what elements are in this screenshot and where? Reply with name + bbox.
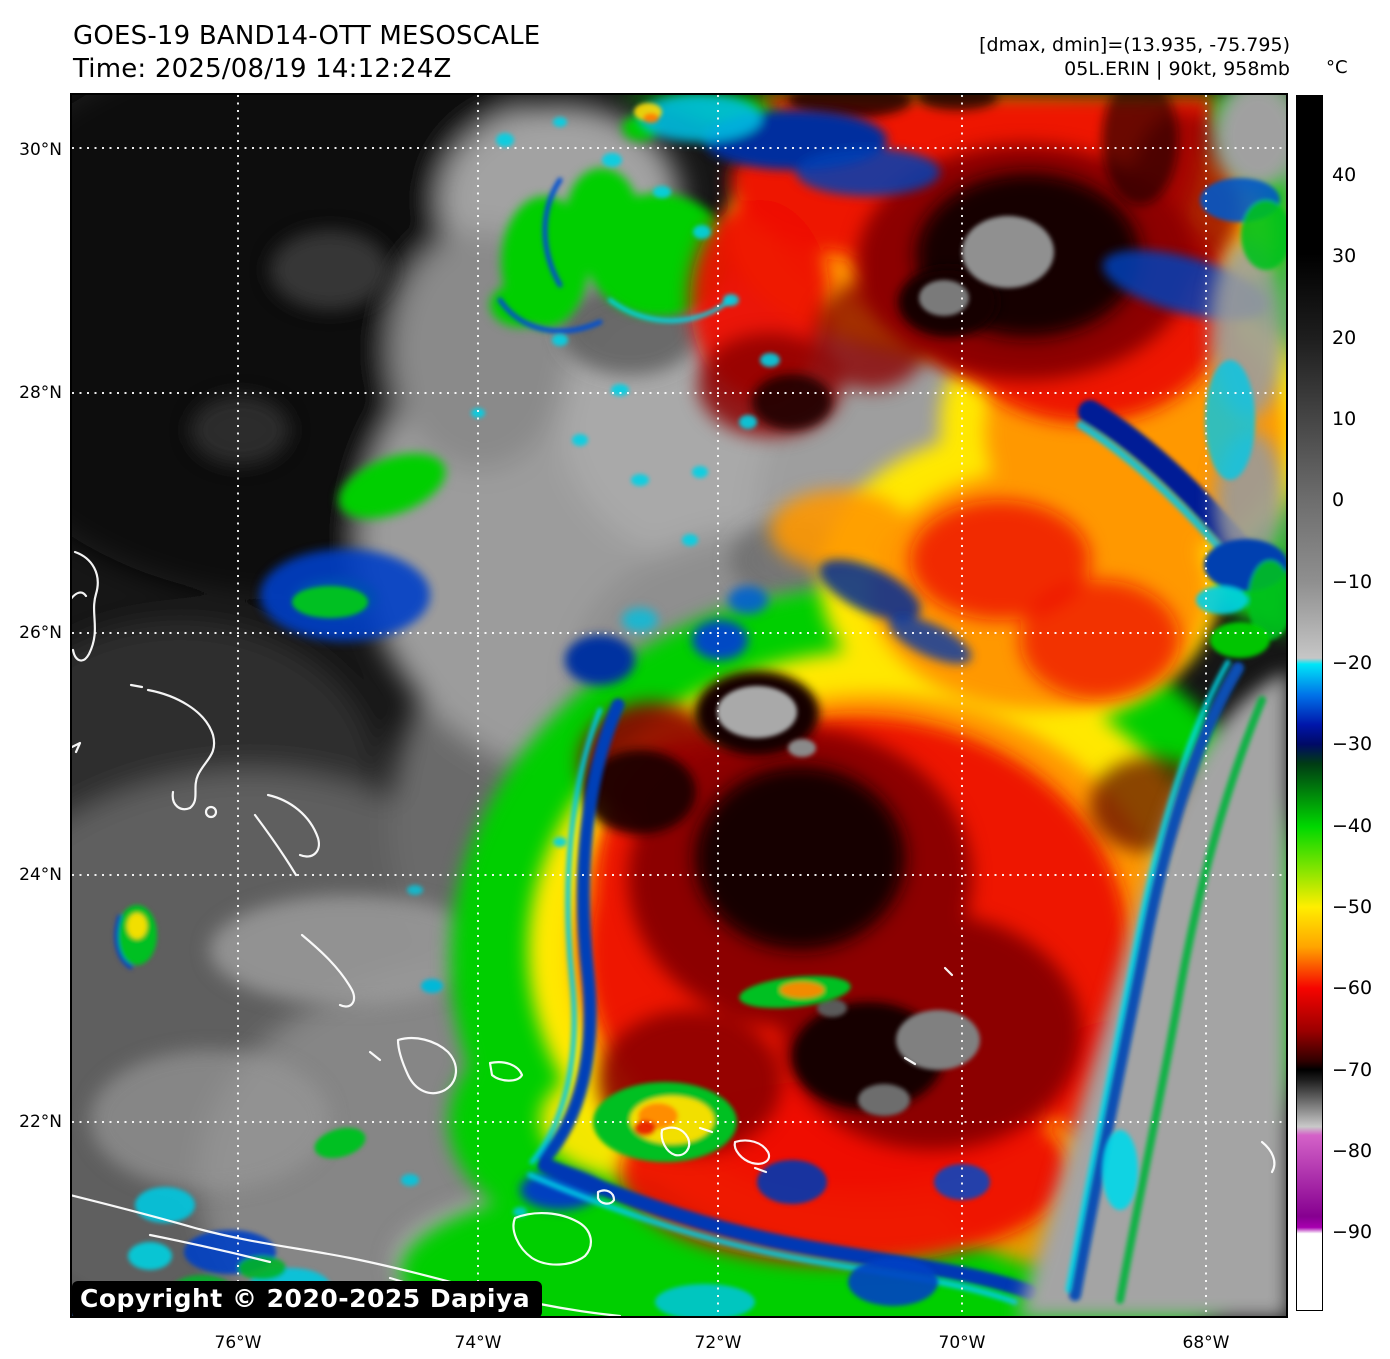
- lon-tick: 76°W: [214, 1333, 262, 1353]
- colorbar-tick: −80: [1332, 1140, 1373, 1162]
- storm-status: 05L.ERIN | 90kt, 958mb: [1064, 58, 1290, 80]
- colorbar-tick: −70: [1332, 1059, 1373, 1081]
- colorbar-tick: 10: [1332, 408, 1357, 430]
- colorbar-tick: −10: [1332, 571, 1373, 593]
- lat-tick: 24°N: [19, 865, 62, 885]
- lon-tick: 70°W: [938, 1333, 986, 1353]
- colorbar-tick: 20: [1332, 327, 1357, 349]
- lon-tick: 74°W: [454, 1333, 502, 1353]
- temperature-colorbar: [1296, 95, 1323, 1311]
- copyright-badge: Copyright © 2020-2025 Dapiya: [72, 1281, 543, 1318]
- colorbar-tick: −30: [1332, 733, 1373, 755]
- product-title-block: GOES-19 BAND14-OTT MESOSCALE Time: 2025/…: [73, 20, 540, 86]
- colorbar-unit-label: °C: [1326, 57, 1348, 78]
- satellite-map: [70, 93, 1288, 1318]
- satellite-image: [72, 95, 1286, 1316]
- colorbar-tick: −40: [1332, 815, 1373, 837]
- lon-tick: 72°W: [694, 1333, 742, 1353]
- lat-tick: 30°N: [19, 140, 62, 160]
- colorbar-tick: 30: [1332, 245, 1357, 267]
- product-timestamp: Time: 2025/08/19 14:12:24Z: [73, 54, 452, 84]
- colorbar-tick: −20: [1332, 652, 1373, 674]
- colorbar-tick: −60: [1332, 977, 1373, 999]
- colorbar-tick: 0: [1332, 489, 1345, 511]
- lat-tick: 26°N: [19, 623, 62, 643]
- storm-info-block: [dmax, dmin]=(13.935, -75.795) 05L.ERIN …: [979, 33, 1290, 81]
- colorbar-tick: 40: [1332, 164, 1357, 186]
- lon-tick: 68°W: [1182, 1333, 1230, 1353]
- lat-tick: 28°N: [19, 383, 62, 403]
- colorbar-tick: −50: [1332, 896, 1373, 918]
- dmax-dmin-readout: [dmax, dmin]=(13.935, -75.795): [979, 34, 1290, 56]
- graticule: [72, 95, 1286, 1316]
- lat-tick: 22°N: [19, 1112, 62, 1132]
- colorbar-tick: −90: [1332, 1221, 1373, 1243]
- product-title: GOES-19 BAND14-OTT MESOSCALE: [73, 21, 541, 51]
